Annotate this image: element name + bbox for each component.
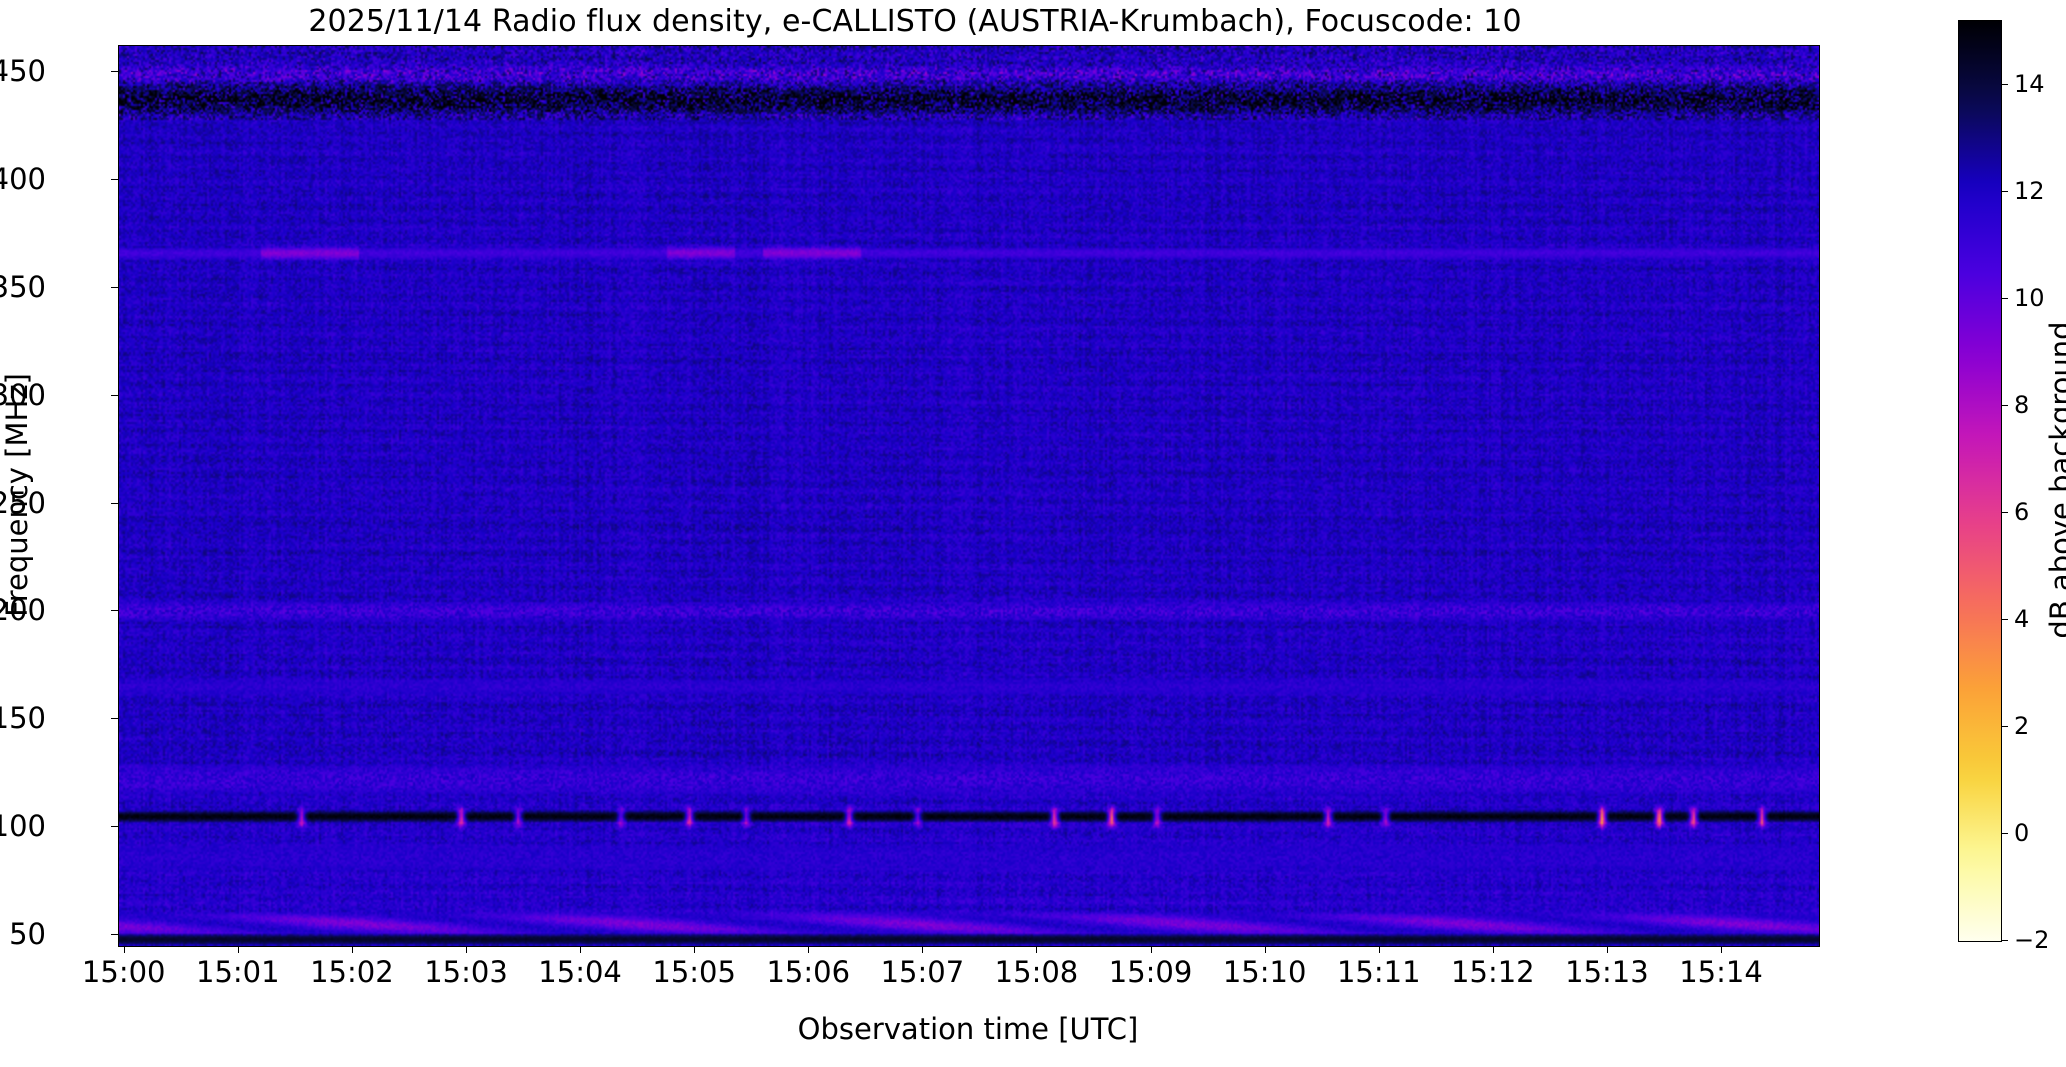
x-tick-mark [465, 946, 467, 953]
x-tick-label: 15:01 [196, 955, 280, 989]
x-tick-label: 15:12 [1451, 955, 1535, 989]
colorbar-tick-label: 12 [2014, 177, 2045, 206]
y-tick-label: 300 [0, 377, 46, 412]
x-tick-label: 15:04 [538, 955, 622, 989]
y-tick-label: 350 [0, 269, 46, 304]
y-tick-label: 250 [0, 485, 46, 520]
colorbar-tick-mark [2001, 726, 2008, 728]
x-tick-label: 15:10 [1222, 955, 1307, 989]
x-tick-mark [922, 946, 924, 953]
colorbar-tick-mark [2001, 940, 2008, 941]
x-tick-label: 15:05 [652, 955, 736, 989]
colorbar-gradient [1959, 21, 2001, 941]
x-tick-label: 15:11 [1336, 955, 1421, 989]
x-tick-mark [1721, 946, 1723, 953]
colorbar-tick-mark [2001, 833, 2008, 835]
colorbar-tick-label: 14 [2014, 70, 2045, 99]
x-tick-label: 15:08 [994, 955, 1079, 989]
y-tick-mark [111, 934, 118, 936]
y-tick-mark [111, 394, 118, 396]
y-tick-mark [111, 178, 118, 180]
x-axis-label: Observation time [UTC] [797, 1012, 1139, 1046]
x-tick-label: 15:13 [1565, 955, 1649, 989]
colorbar-tick-label: 8 [2014, 391, 2030, 420]
colorbar-tick-label: 6 [2014, 498, 2030, 527]
x-tick-mark [237, 946, 239, 953]
x-tick-label: 15:07 [880, 955, 965, 989]
y-tick-label: 450 [0, 53, 46, 88]
y-tick-label: 400 [0, 161, 46, 196]
colorbar-tick-mark [2001, 619, 2008, 621]
x-tick-mark [1264, 946, 1266, 953]
x-tick-mark [1378, 946, 1380, 953]
y-tick-mark [111, 610, 118, 612]
x-tick-mark [580, 946, 582, 953]
y-tick-mark [111, 502, 118, 504]
x-tick-mark [1150, 946, 1152, 953]
y-tick-mark [111, 286, 118, 288]
colorbar-tick-label: −2 [2014, 926, 2050, 954]
x-tick-label: 15:03 [424, 955, 508, 989]
x-tick-mark [1606, 946, 1608, 953]
colorbar-tick-mark [2001, 191, 2008, 193]
y-tick-mark [111, 718, 118, 720]
colorbar-tick-mark [2001, 84, 2008, 86]
y-tick-label: 50 [9, 917, 46, 952]
x-tick-label: 15:09 [1108, 955, 1193, 989]
spectrogram-image [119, 46, 1819, 946]
colorbar-tick-mark [2001, 512, 2008, 514]
colorbar-tick-label: 2 [2014, 712, 2030, 741]
y-tick-mark [111, 826, 118, 828]
x-tick-label: 15:02 [310, 955, 394, 989]
colorbar [1958, 20, 2002, 942]
x-tick-mark [123, 946, 125, 953]
x-tick-mark [808, 946, 810, 953]
y-tick-label: 200 [0, 593, 46, 628]
colorbar-label: dB above background [2044, 321, 2066, 639]
x-tick-mark [1492, 946, 1494, 953]
y-tick-mark [111, 70, 118, 72]
y-tick-label: 100 [0, 809, 46, 844]
colorbar-tick-mark [2001, 405, 2008, 407]
page-title: 2025/11/14 Radio flux density, e-CALLIST… [308, 4, 1522, 39]
x-tick-label: 15:00 [81, 955, 166, 989]
y-tick-label: 150 [0, 701, 46, 736]
colorbar-tick-label: 10 [2014, 284, 2045, 313]
x-tick-mark [351, 946, 353, 953]
spectrogram-plot-area [118, 45, 1820, 947]
colorbar-tick-mark [2001, 298, 2008, 300]
colorbar-tick-label: 4 [2014, 605, 2030, 634]
x-tick-label: 15:06 [766, 955, 851, 989]
colorbar-tick-label: 0 [2014, 819, 2030, 848]
x-tick-mark [1036, 946, 1038, 953]
x-tick-mark [694, 946, 696, 953]
x-tick-label: 15:14 [1679, 955, 1763, 989]
